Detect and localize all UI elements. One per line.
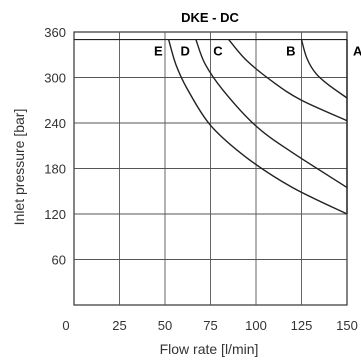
curve-label-a: A <box>353 44 361 59</box>
curve-label-e: E <box>154 44 163 59</box>
x-tick-label: 125 <box>291 318 313 333</box>
x-tick-label: 150 <box>336 318 358 333</box>
y-tick-label: 240 <box>44 116 66 131</box>
grid <box>73 31 348 306</box>
x-tick-label: 25 <box>112 318 126 333</box>
x-tick-label: 50 <box>158 318 172 333</box>
curve-b <box>300 39 348 99</box>
curve-label-d: D <box>181 44 190 59</box>
x-tick-label: 0 <box>62 318 69 333</box>
x-axis-label: Flow rate [l/min] <box>160 341 259 357</box>
curve-label-b: B <box>286 44 295 59</box>
chart-title: DKE - DC <box>181 10 239 25</box>
curves <box>167 39 348 215</box>
y-tick-label: 300 <box>44 71 66 86</box>
curve-labels: A B C D E <box>154 44 361 59</box>
y-axis-label: Inlet pressure [bar] <box>11 109 27 226</box>
curve-c <box>228 39 348 122</box>
curve-d <box>195 39 348 189</box>
curve-e <box>167 39 348 215</box>
y-tick-label: 120 <box>44 207 66 222</box>
y-tick-label: 360 <box>44 25 66 40</box>
y-tick-label: 180 <box>44 162 66 177</box>
x-tick-label: 75 <box>203 318 217 333</box>
y-tick-label: 60 <box>52 253 66 268</box>
curve-label-c: C <box>213 44 223 59</box>
ticks: 0 25 50 75 100 125 150 60 120 180 240 300 360 <box>44 25 358 333</box>
x-tick-label: 100 <box>245 318 267 333</box>
